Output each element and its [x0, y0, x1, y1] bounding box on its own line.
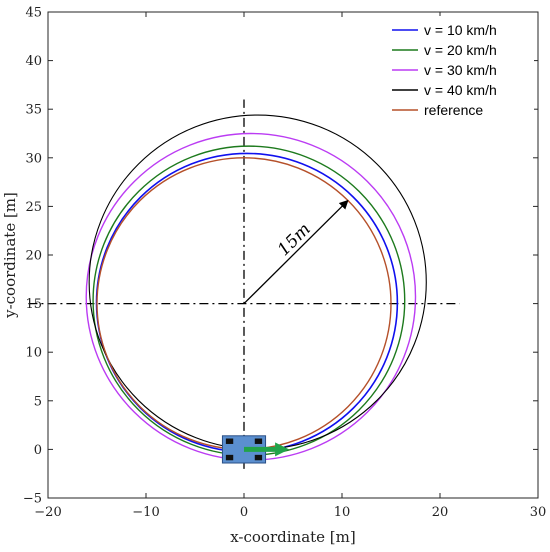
- radius-arrow: [243, 199, 349, 305]
- legend-box: [388, 16, 534, 126]
- x-tick-label: 10: [334, 505, 351, 520]
- legend-label: v = 40 km/h: [424, 82, 497, 98]
- x-tick-label: −20: [34, 505, 61, 520]
- x-tick-label: −10: [132, 505, 159, 520]
- y-tick-label: 5: [34, 394, 42, 409]
- y-tick-label: 40: [25, 54, 42, 69]
- y-tick-label: 30: [25, 151, 42, 166]
- legend-label: v = 30 km/h: [424, 62, 497, 78]
- vehicle-wheel-2: [254, 438, 263, 444]
- x-tick-label: 30: [530, 505, 547, 520]
- heading-arrow-head: [275, 442, 290, 457]
- y-axis-label: y-coordinate [m]: [1, 192, 19, 319]
- vehicle-wheel-4: [254, 454, 263, 461]
- y-tick-label: 15: [25, 297, 42, 312]
- y-tick-label: 25: [25, 200, 42, 215]
- vehicle-wheel-3: [225, 454, 234, 461]
- legend-label: v = 20 km/h: [424, 42, 497, 58]
- legend: v = 10 km/h v = 20 km/h v = 30 km/h v = 40 …: [388, 16, 534, 126]
- legend-label: v = 10 km/h: [424, 22, 497, 38]
- vehicle-layer: [221, 435, 290, 464]
- legend-label: reference: [424, 102, 483, 118]
- vehicle-wheel-1: [225, 438, 234, 444]
- y-tick-label: −5: [23, 492, 42, 507]
- y-tick-label: 45: [25, 6, 42, 21]
- x-tick-label: 20: [432, 505, 449, 520]
- y-tick-label: 35: [25, 103, 42, 118]
- y-tick-label: 20: [25, 249, 42, 264]
- x-tick-label: 0: [240, 505, 248, 520]
- y-tick-label: 0: [34, 443, 42, 458]
- x-axis-label: x-coordinate [m]: [230, 528, 356, 546]
- axis-ticks: −20 −10 0 10 20 30 −5 0 5 10 15 20 25 30 35 40 45: [23, 6, 546, 521]
- y-tick-label: 10: [25, 346, 42, 361]
